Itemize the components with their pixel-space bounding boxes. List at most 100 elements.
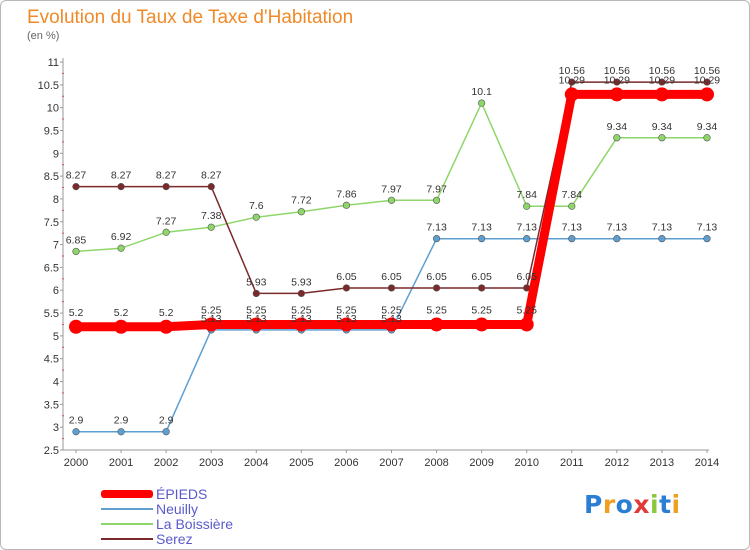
data-label-la-boissiere: 7.72: [291, 195, 312, 207]
axes: 2.5 3 3.5 4 4.5 5 5.5 6 6.5 7 7.5 8 8.5 9 9.5 10 10.5 11 2…: [38, 57, 720, 469]
data-point-la-boissiere: [207, 223, 215, 231]
data-label-epieds: 5.25: [381, 304, 402, 316]
data-point-epieds: [429, 317, 444, 332]
data-label-serez: 10.56: [604, 65, 630, 77]
data-label-epieds: 5.25: [291, 304, 312, 316]
data-label-la-boissiere: 7.97: [381, 183, 402, 195]
legend-item-serez: Serez: [101, 530, 233, 547]
y-tick-label: 9.5: [44, 125, 59, 137]
data-point-la-boissiere: [658, 134, 666, 142]
y-tick-label: 9: [53, 148, 59, 160]
y-tick-label: 3: [53, 422, 59, 434]
legend-label-la-boissiere: La Boissière: [156, 515, 234, 532]
data-label-neuilly: 7.13: [652, 222, 673, 234]
data-label-neuilly: 5.13: [246, 313, 267, 325]
x-tick-label: 2004: [244, 457, 268, 469]
x-tick-label: 2002: [154, 457, 178, 469]
data-point-la-boissiere: [297, 208, 305, 216]
data-point-serez: [658, 78, 666, 86]
legend-label-serez: Serez: [156, 530, 193, 547]
data-point-neuilly: [568, 235, 576, 243]
data-point-serez: [72, 183, 80, 191]
data-label-epieds: 5.25: [516, 304, 537, 316]
data-point-neuilly: [478, 235, 486, 243]
data-point-epieds: [69, 319, 83, 334]
data-label-serez: 8.27: [156, 170, 177, 182]
data-point-epieds: [384, 317, 399, 332]
y-tick-label: 11: [48, 57, 59, 69]
x-tick-label: 2012: [605, 457, 629, 469]
data-label-serez: 8.27: [111, 170, 132, 182]
data-label-serez: 6.05: [471, 271, 492, 283]
data-labels-layer: 2.9 2.9 2.9 5.13 5.13 5.13 5.13 5.13 7.13 7.13 7.1…: [66, 65, 721, 427]
data-label-la-boissiere: 7.38: [201, 210, 222, 222]
data-point-epieds: [654, 87, 669, 102]
data-label-serez: 10.56: [559, 65, 585, 77]
legend-item-neuilly: Neuilly: [101, 500, 233, 517]
data-label-neuilly: 5.13: [291, 313, 312, 325]
data-point-la-boissiere: [613, 134, 621, 142]
data-label-epieds: 5.25: [471, 304, 492, 316]
data-point-neuilly: [72, 428, 80, 436]
legend-label-neuilly: Neuilly: [156, 500, 199, 517]
data-label-la-boissiere: 7.6: [249, 200, 264, 212]
data-point-serez: [207, 183, 215, 191]
y-tick-label: 2.5: [44, 445, 59, 457]
data-point-la-boissiere: [162, 228, 170, 236]
x-tick-label: 2001: [109, 457, 133, 469]
data-label-neuilly: 7.13: [697, 222, 718, 234]
data-point-la-boissiere: [523, 202, 531, 210]
data-point-neuilly: [658, 235, 666, 243]
data-point-la-boissiere: [342, 201, 351, 209]
proxiti-logo: Proxiti: [584, 490, 681, 519]
data-label-serez: 10.56: [694, 65, 720, 77]
logo-letter: P: [584, 490, 603, 519]
data-point-epieds: [519, 317, 534, 332]
data-point-la-boissiere: [568, 202, 576, 210]
data-point-epieds: [249, 317, 264, 332]
data-label-la-boissiere: 7.97: [426, 183, 447, 195]
data-point-serez: [432, 284, 441, 292]
series-layer: [69, 78, 714, 436]
chart-title: Evolution du Taux de Taxe d'Habitation: [27, 7, 354, 28]
data-point-neuilly: [703, 235, 711, 243]
data-point-epieds: [204, 317, 219, 332]
chart-subtitle: (en %): [27, 30, 60, 42]
data-point-la-boissiere: [478, 99, 486, 107]
logo-letter: i: [650, 490, 660, 519]
x-tick-label: 2005: [289, 457, 313, 469]
data-label-neuilly: 7.13: [471, 222, 492, 234]
x-tick-label: 2006: [334, 457, 358, 469]
data-label-epieds: 5.2: [114, 307, 129, 319]
x-tick-label: 2014: [695, 457, 719, 469]
data-point-epieds: [114, 319, 129, 334]
data-label-neuilly: 2.9: [114, 415, 129, 427]
data-label-serez: 10.56: [649, 65, 675, 77]
data-point-epieds: [294, 317, 309, 332]
legend-item-epieds: ÉPIEDS: [101, 485, 233, 502]
data-point-serez: [703, 78, 711, 86]
x-tick-label: 2008: [424, 457, 448, 469]
data-point-epieds: [339, 317, 354, 332]
data-point-neuilly: [523, 235, 531, 243]
data-point-la-boissiere: [72, 247, 80, 256]
series-epieds: [69, 87, 714, 334]
data-label-la-boissiere: 7.84: [562, 189, 583, 201]
data-label-serez: 6.05: [516, 271, 537, 283]
data-label-la-boissiere: 9.34: [652, 121, 673, 133]
y-tick-label: 8: [53, 194, 59, 206]
x-tick-label: 2013: [650, 457, 674, 469]
series-line-neuilly: [75, 237, 708, 433]
data-label-neuilly: 7.13: [562, 222, 583, 234]
legend-swatch-epieds: [101, 489, 153, 498]
data-point-serez: [252, 289, 260, 298]
data-point-serez: [478, 284, 486, 292]
y-tick-label: 4: [53, 377, 59, 389]
y-tick-label: 6.5: [44, 262, 59, 274]
data-point-serez: [342, 284, 351, 292]
data-label-serez: 5.93: [291, 276, 312, 288]
data-label-neuilly: 5.13: [201, 313, 222, 325]
data-label-epieds: 5.25: [201, 304, 222, 316]
legend-swatch-la-boissiere: [101, 522, 153, 525]
